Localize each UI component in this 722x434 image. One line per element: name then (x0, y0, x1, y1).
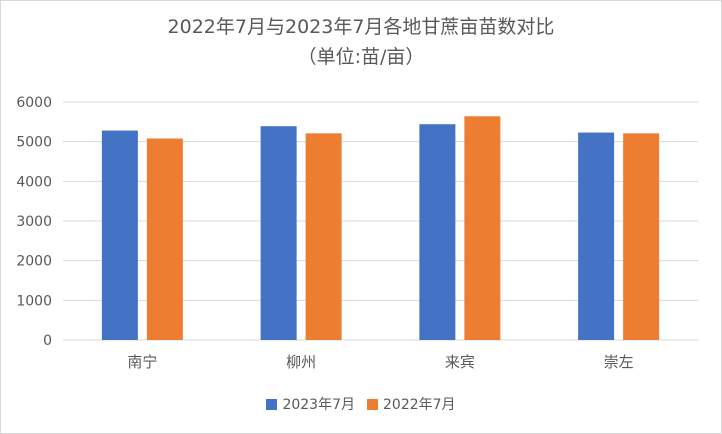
legend-swatch-2023 (266, 398, 278, 410)
bar (578, 132, 615, 340)
bar (305, 133, 342, 340)
x-tick-label: 柳州 (286, 353, 316, 371)
legend-label-2023: 2023年7月 (282, 397, 355, 413)
y-tick-label: 6000 (16, 95, 52, 111)
x-tick-label: 南宁 (127, 353, 157, 371)
x-tick-label: 来宾 (445, 353, 475, 371)
bar (146, 138, 183, 340)
bar (260, 126, 297, 341)
y-tick-label: 3000 (16, 214, 52, 230)
legend-item-2023: 2023年7月 (266, 394, 355, 414)
y-tick-label: 5000 (16, 135, 52, 151)
x-tick-label: 崇左 (604, 353, 634, 371)
bar (623, 133, 660, 340)
bar (419, 124, 456, 340)
chart-subtitle: （单位:苗/亩） (297, 46, 425, 68)
chart-title: 2022年7月与2023年7月各地甘蔗亩苗数对比 (167, 16, 555, 38)
legend: 2023年7月 2022年7月 (0, 394, 722, 414)
bar (101, 130, 138, 340)
y-tick-label: 1000 (16, 293, 52, 309)
y-tick-label: 4000 (16, 174, 52, 190)
legend-item-2022: 2022年7月 (367, 394, 456, 414)
bar (464, 116, 501, 340)
legend-label-2022: 2022年7月 (383, 397, 456, 413)
y-tick-label: 2000 (16, 254, 52, 270)
y-tick-label: 0 (43, 333, 52, 349)
legend-swatch-2022 (367, 398, 378, 410)
